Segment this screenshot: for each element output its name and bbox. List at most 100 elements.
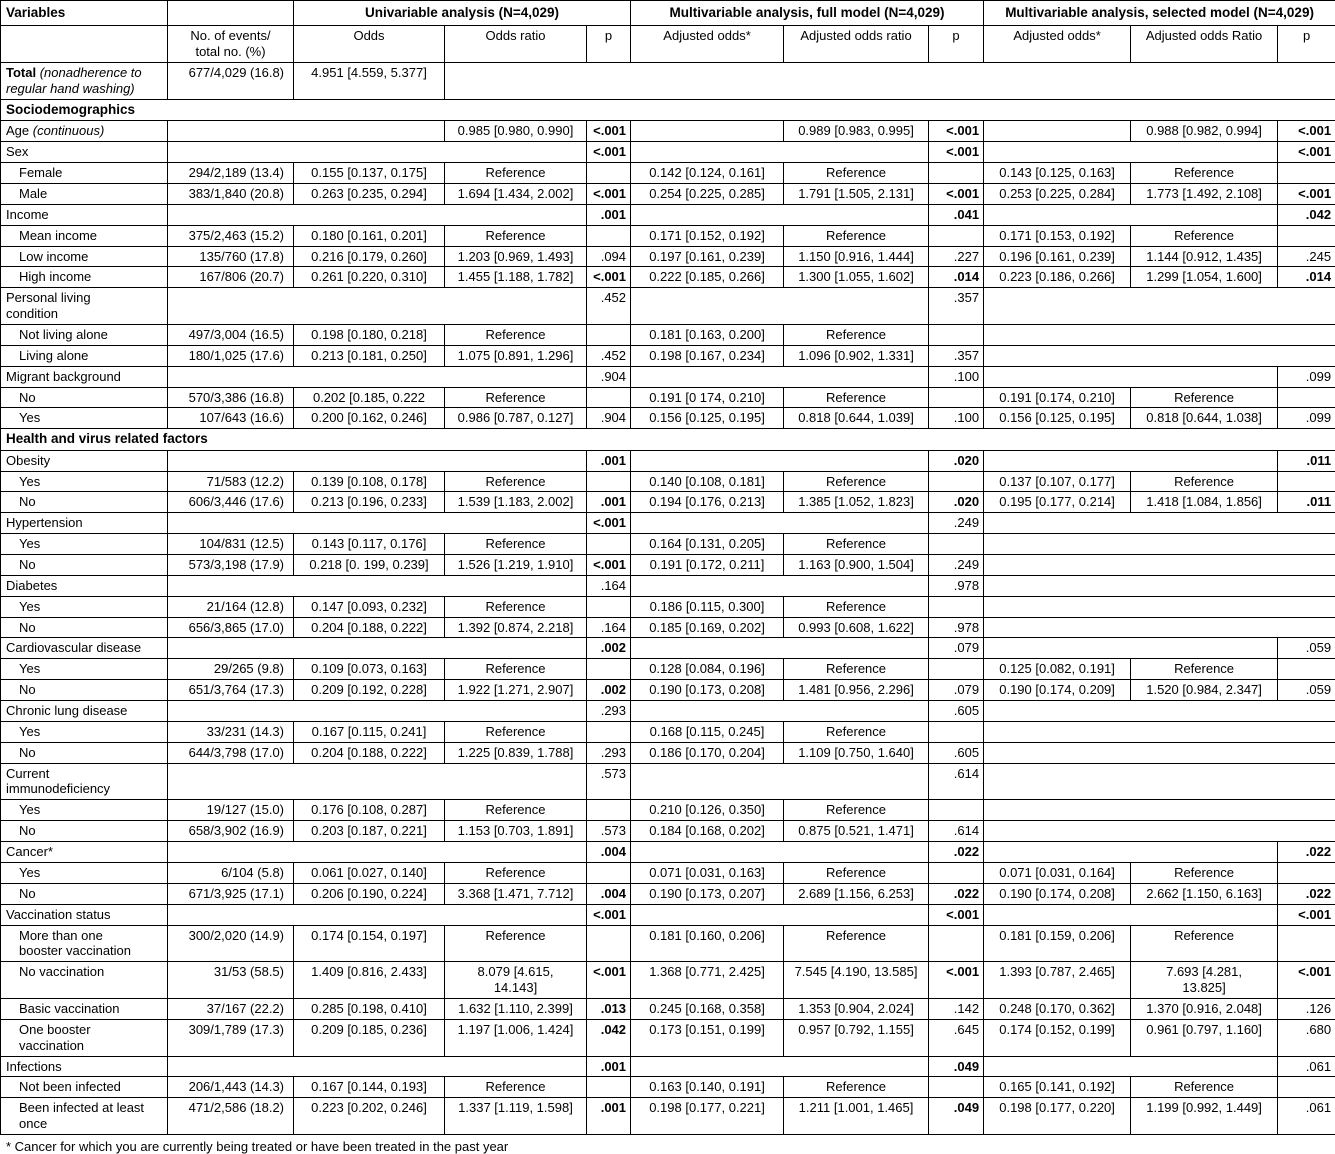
adjusted-odds-ratio-cell: 1.520 [0.984, 2.347]	[1131, 680, 1278, 701]
variable-label-cell: Been infected at least once	[1, 1098, 168, 1135]
adjusted-odds-ratio-cell: Reference	[1131, 862, 1278, 883]
blank-cell	[168, 842, 587, 863]
variable-label-cell: No	[1, 555, 168, 576]
adjusted-odds-ratio-cell: Reference	[784, 721, 929, 742]
odds-cell: 0.223 [0.202, 0.246]	[294, 1098, 445, 1135]
p-value-cell: .011	[1278, 492, 1335, 513]
odds-ratio-cell: 1.392 [0.874, 2.218]	[445, 617, 587, 638]
p-value-cell: .249	[929, 513, 984, 534]
odds-cell: 0.109 [0.073, 0.163]	[294, 659, 445, 680]
variable-label-cell: Obesity	[1, 450, 168, 471]
p-value-cell: .452	[587, 288, 631, 325]
variable-label-cell: Diabetes	[1, 575, 168, 596]
column-header-odds-ratio: Odds ratio	[445, 26, 587, 63]
variable-label: Not been infected	[19, 1079, 121, 1094]
odds-cell: 4.951 [4.559, 5.377]	[294, 63, 445, 100]
p-value-cell	[587, 1077, 631, 1098]
blank-cell	[168, 121, 445, 142]
variable-label-cell: Health and virus related factors	[1, 429, 1335, 450]
adjusted-odds-cell: 0.196 [0.161, 0.239]	[984, 246, 1131, 267]
p-value-cell: .452	[587, 345, 631, 366]
adjusted-odds-ratio-cell: Reference	[784, 534, 929, 555]
adjusted-odds-ratio-cell: Reference	[784, 163, 929, 184]
column-header-adjusted-odds-full: Adjusted odds*	[631, 26, 784, 63]
column-header-adjusted-odds-selected: Adjusted odds*	[984, 26, 1131, 63]
variable-label-cell: Yes	[1, 596, 168, 617]
p-value-cell: .357	[929, 345, 984, 366]
adjusted-odds-ratio-cell: 1.150 [0.916, 1.444]	[784, 246, 929, 267]
variable-label-cell: Yes	[1, 471, 168, 492]
adjusted-odds-cell: 0.198 [0.177, 0.221]	[631, 1098, 784, 1135]
events-cell: 21/164 (12.8)	[168, 596, 294, 617]
adjusted-odds-cell: 0.142 [0.124, 0.161]	[631, 163, 784, 184]
odds-cell: 0.167 [0.144, 0.193]	[294, 1077, 445, 1098]
p-value-cell	[1278, 225, 1335, 246]
p-value-cell: .042	[587, 1019, 631, 1056]
adjusted-odds-ratio-cell: 2.662 [1.150, 6.163]	[1131, 883, 1278, 904]
variable-label-cell: Not been infected	[1, 1077, 168, 1098]
blank-cell	[631, 638, 929, 659]
variable-label: Sex	[6, 144, 28, 159]
variable-note: (continuous)	[33, 123, 105, 138]
variable-label-cell: High income	[1, 267, 168, 288]
variable-label-cell: No	[1, 883, 168, 904]
odds-cell: 0.209 [0.192, 0.228]	[294, 680, 445, 701]
adjusted-odds-ratio-cell: Reference	[1131, 387, 1278, 408]
odds-ratio-cell: 1.337 [1.119, 1.598]	[445, 1098, 587, 1135]
blank-cell	[984, 366, 1278, 387]
adjusted-odds-cell: 0.181 [0.163, 0.200]	[631, 324, 784, 345]
variable-row: Income.001.041.042	[1, 204, 1335, 225]
variable-label: Total	[6, 65, 36, 80]
variable-label: Sociodemographics	[6, 102, 135, 117]
p-value-cell: <.001	[587, 513, 631, 534]
p-value-cell	[587, 862, 631, 883]
variable-label: Low income	[19, 249, 88, 264]
adjusted-odds-ratio-cell: 1.211 [1.001, 1.465]	[784, 1098, 929, 1135]
events-cell: 677/4,029 (16.8)	[168, 63, 294, 100]
blank-header-cell	[168, 1, 294, 26]
adjusted-odds-cell: 0.190 [0.174, 0.209]	[984, 680, 1131, 701]
adjusted-odds-cell: 0.190 [0.173, 0.207]	[631, 883, 784, 904]
odds-cell: 0.167 [0.115, 0.241]	[294, 721, 445, 742]
p-value-cell	[929, 800, 984, 821]
p-value-cell	[929, 471, 984, 492]
p-value-cell: .094	[587, 246, 631, 267]
odds-ratio-cell: 1.526 [1.219, 1.910]	[445, 555, 587, 576]
p-value-cell: .245	[1278, 246, 1335, 267]
adjusted-odds-ratio-cell: Reference	[784, 471, 929, 492]
adjusted-odds-cell: 0.245 [0.168, 0.358]	[631, 998, 784, 1019]
variable-label: Been infected at least once	[19, 1100, 144, 1131]
events-cell: 497/3,004 (16.5)	[168, 324, 294, 345]
odds-cell: 0.061 [0.027, 0.140]	[294, 862, 445, 883]
p-value-cell: .099	[1278, 366, 1335, 387]
odds-cell: 0.176 [0.108, 0.287]	[294, 800, 445, 821]
variable-label: Yes	[19, 474, 40, 489]
p-value-cell: .605	[929, 742, 984, 763]
blank-cell	[984, 763, 1335, 800]
adjusted-odds-cell: 0.128 [0.084, 0.196]	[631, 659, 784, 680]
blank-cell	[631, 366, 929, 387]
odds-ratio-cell: 3.368 [1.471, 7.712]	[445, 883, 587, 904]
variable-label: No	[19, 886, 36, 901]
p-value-cell: .020	[929, 450, 984, 471]
p-value-cell: .061	[1278, 1056, 1335, 1077]
variable-label: Yes	[19, 724, 40, 739]
events-cell: 570/3,386 (16.8)	[168, 387, 294, 408]
p-value-cell	[587, 925, 631, 962]
p-value-cell	[929, 324, 984, 345]
p-value-cell: <.001	[587, 142, 631, 163]
adjusted-odds-cell: 1.393 [0.787, 2.465]	[984, 962, 1131, 999]
odds-ratio-cell: Reference	[445, 925, 587, 962]
adjusted-odds-cell: 0.191 [0.174, 0.210]	[984, 387, 1131, 408]
odds-ratio-cell: 1.203 [0.969, 1.493]	[445, 246, 587, 267]
